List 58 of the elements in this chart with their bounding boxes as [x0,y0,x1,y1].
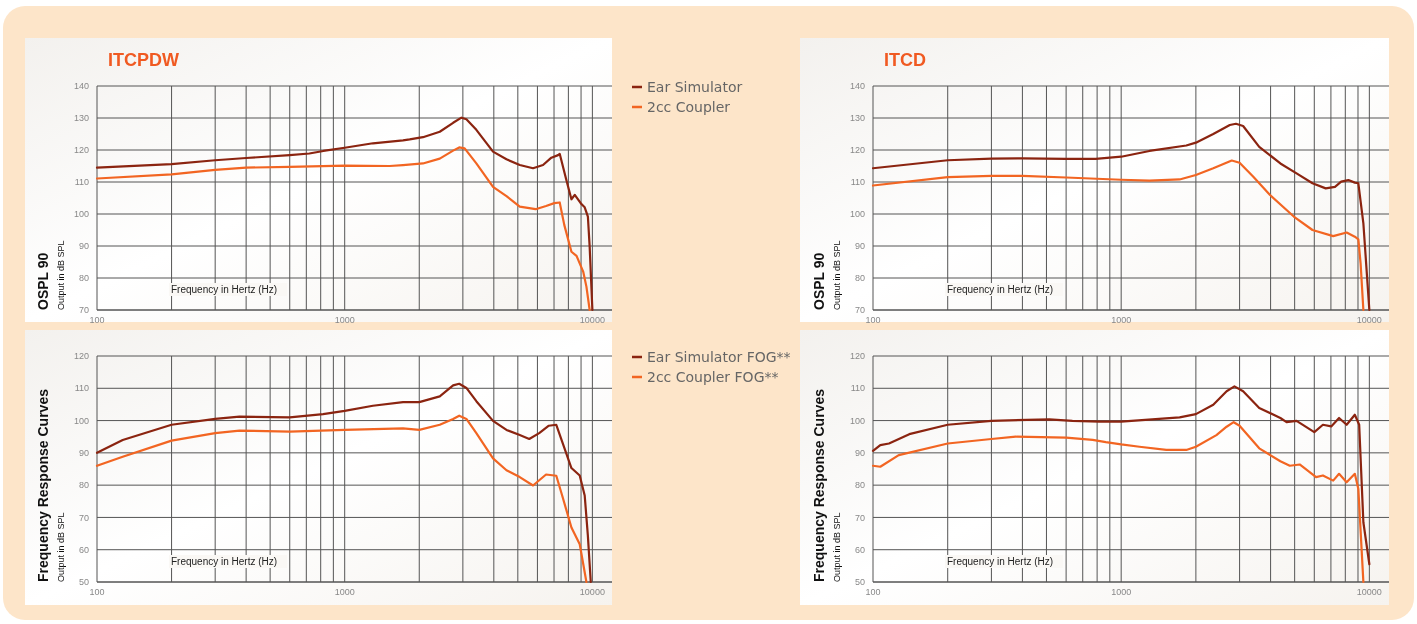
y-tick-label: 50 [78,577,89,588]
y-tick-label: 120 [849,351,865,362]
x-tick-label: 1000 [1111,587,1132,597]
y-tick-label: 100 [73,209,89,220]
chart-title: ITCPDW [108,50,179,70]
x-tick-label: 100 [865,315,881,325]
x-tick-label: 1000 [334,315,355,325]
y-tick-label: 120 [73,351,89,362]
x-tick-label: 100 [89,315,105,325]
y-tick-label: 80 [78,480,89,491]
y-tick-label: 100 [73,415,89,426]
x-tick-label: 10000 [1356,587,1382,597]
y-axis-title: Frequency Response Curves Output in dB SPL [35,388,66,582]
y-tick-label: 90 [854,241,865,252]
y-tick-label: 60 [854,544,865,555]
x-axis-title: Frequency in Hertz (Hz) [947,284,1054,295]
y-tick-label: 70 [78,305,89,316]
y-tick-label: 80 [854,273,865,284]
x-tick-label: 1000 [334,587,355,597]
x-tick-label: 10000 [579,587,605,597]
y-tick-label: 100 [849,209,865,220]
y-tick-label: 110 [850,383,865,394]
y-tick-label: 80 [854,480,865,491]
y-tick-label: 60 [78,544,89,555]
y-tick-label: 80 [78,273,89,284]
y-axis-title: OSPL 90 Output in dB SPL [35,240,66,310]
legend-label: Ear Simulator FOG** [647,348,791,365]
y-tick-label: 110 [74,177,89,188]
y-tick-label: 130 [73,113,89,124]
x-axis-title: Frequency in Hertz (Hz) [171,284,278,295]
y-tick-label: 120 [849,145,865,156]
x-axis-title: Frequency in Hertz (Hz) [947,556,1054,567]
y-tick-label: 70 [854,305,865,316]
x-tick-label: 1000 [1111,315,1132,325]
y-tick-label: 140 [849,81,865,92]
legend-label: 2cc Coupler [647,98,731,115]
y-tick-label: 90 [78,241,89,252]
y-tick-label: 100 [849,415,865,426]
y-tick-label: 110 [74,383,89,394]
y-tick-label: 70 [78,512,89,523]
y-tick-label: 130 [849,113,865,124]
y-tick-label: 70 [854,512,865,523]
chart-title: ITCD [884,50,926,70]
y-tick-label: 120 [73,145,89,156]
legend-label: Ear Simulator [647,78,743,95]
x-tick-label: 100 [89,587,105,597]
legend-label: 2cc Coupler FOG** [647,368,779,385]
x-axis-title: Frequency in Hertz (Hz) [171,556,278,567]
y-tick-label: 90 [78,448,89,459]
y-tick-label: 110 [850,177,865,188]
y-axis-title: OSPL 90 Output in dB SPL [811,240,842,310]
y-tick-label: 90 [854,448,865,459]
x-tick-label: 10000 [1356,315,1382,325]
y-tick-label: 140 [73,81,89,92]
x-tick-label: 10000 [579,315,605,325]
y-tick-label: 50 [854,577,865,588]
x-tick-label: 100 [865,587,881,597]
y-axis-title: Frequency Response Curves Output in dB SPL [811,388,842,582]
